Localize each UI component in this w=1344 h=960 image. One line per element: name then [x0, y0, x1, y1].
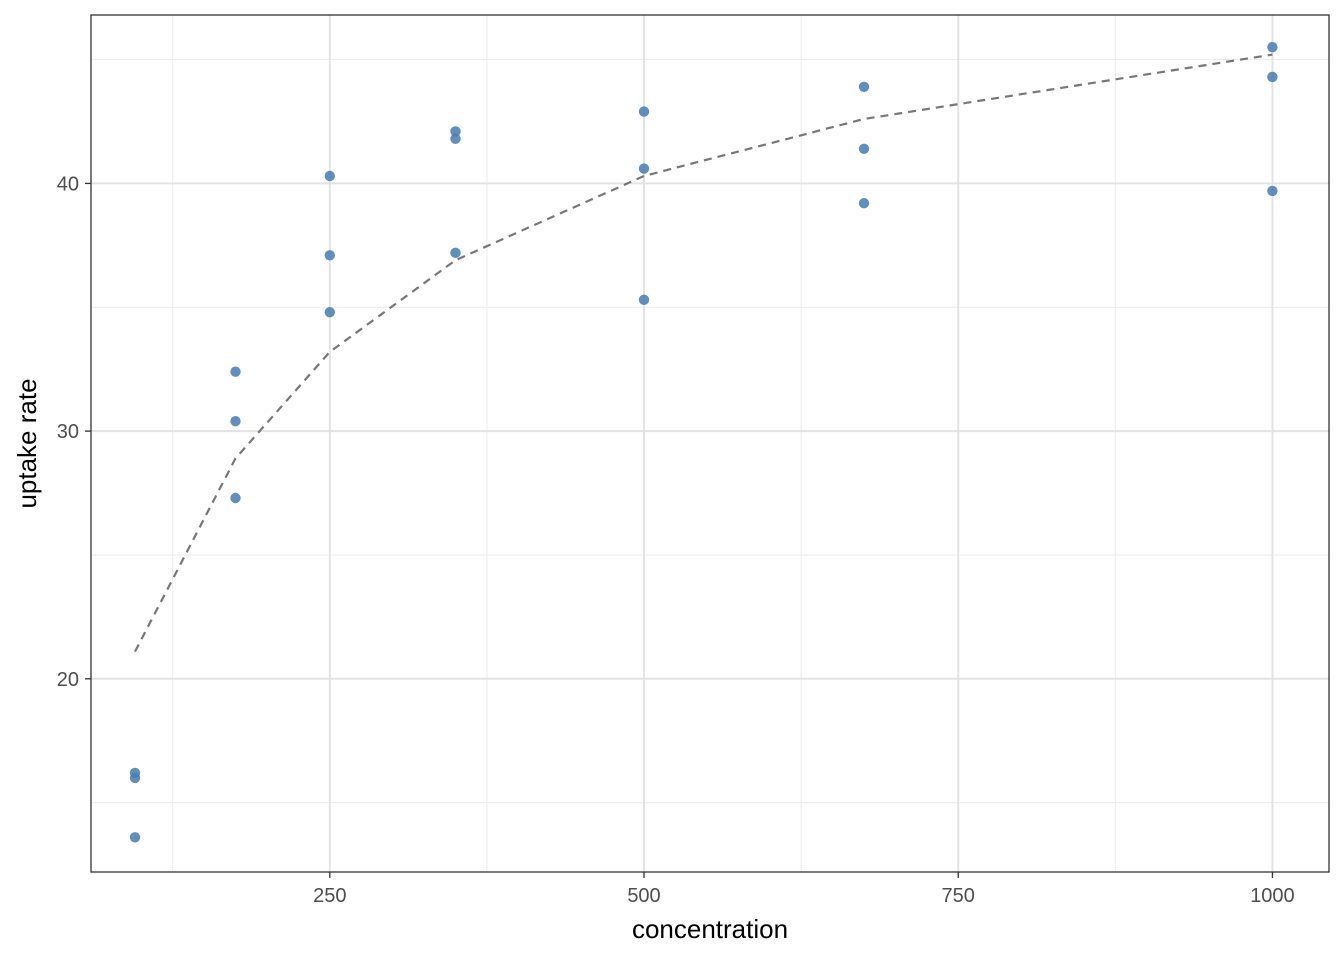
data-point	[638, 294, 650, 305]
data-point	[858, 198, 870, 209]
data-point	[638, 163, 650, 174]
data-point	[1267, 71, 1278, 83]
data-point	[230, 492, 241, 504]
data-point	[129, 832, 141, 843]
data-point	[230, 416, 241, 427]
y-tick-label: 30	[57, 421, 79, 443]
x-axis-title: concentration	[632, 914, 788, 944]
data-point	[324, 250, 335, 261]
data-point	[450, 126, 461, 137]
data-point	[858, 143, 870, 154]
data-point	[230, 366, 241, 377]
x-tick-label: 750	[942, 885, 975, 907]
data-point	[1267, 185, 1278, 197]
fit-line	[134, 53, 1273, 653]
data-point	[1267, 42, 1278, 53]
fit-curve	[134, 53, 1273, 653]
data-point	[858, 81, 870, 93]
x-tick-label: 500	[627, 885, 660, 907]
data-point	[324, 307, 335, 318]
data-point	[129, 772, 141, 784]
axis-ticks: 250 500 750 1000 20 30 40	[57, 173, 1295, 907]
data-point	[450, 133, 461, 144]
x-tick-label: 250	[313, 885, 346, 907]
data-point	[324, 170, 335, 182]
data-points	[129, 42, 1278, 843]
data-point	[450, 247, 461, 258]
plot-panel-border	[90, 14, 1330, 873]
grid-lines	[91, 15, 1329, 872]
x-tick-label: 1000	[1250, 885, 1295, 907]
y-tick-label: 40	[57, 173, 79, 195]
y-axis-title: uptake rate	[12, 378, 42, 508]
y-tick-label: 20	[57, 669, 79, 691]
data-point	[638, 106, 650, 117]
